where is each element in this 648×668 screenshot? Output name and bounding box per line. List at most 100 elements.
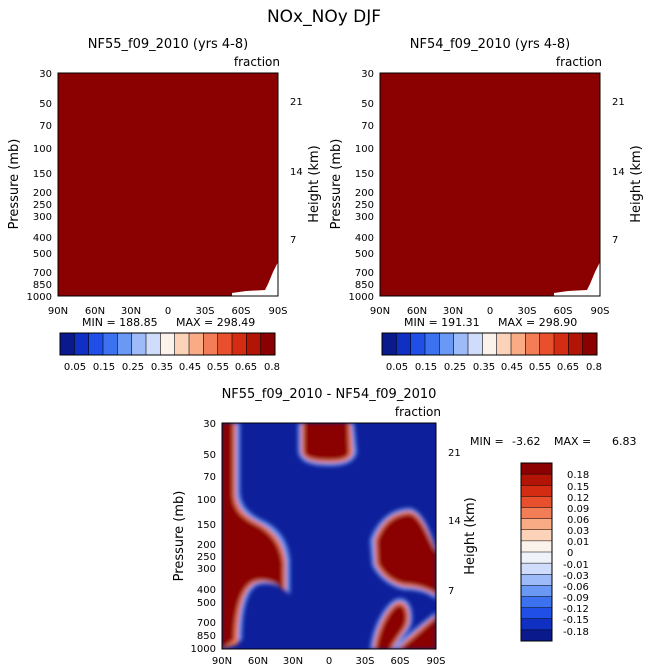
x-tick-label: 0 xyxy=(165,306,171,317)
right-ticks: 21 14 7 xyxy=(612,97,625,246)
y-tick-label: 200 xyxy=(197,540,216,551)
units-label: fraction xyxy=(556,55,602,69)
colorbar-tick-label: 0.65 xyxy=(235,362,257,373)
y-tick-label: 300 xyxy=(197,564,216,575)
colorbar-swatch xyxy=(382,333,397,355)
colorbar-horizontal xyxy=(381,332,598,356)
colorbar-tick-label: 0.05 xyxy=(64,362,86,373)
max-label: MAX = xyxy=(554,435,591,448)
y-tick-label: 50 xyxy=(361,99,374,110)
x-tick-label: 0 xyxy=(326,656,332,667)
missing-data-region xyxy=(232,262,278,296)
panel-title: NF55_f09_2010 - NF54_f09_2010 xyxy=(222,387,437,402)
y-tick-label: 500 xyxy=(197,598,216,609)
colorbar-swatch xyxy=(482,333,497,355)
colorbar-swatch xyxy=(88,333,104,355)
missing-data-region xyxy=(554,262,600,296)
region-high xyxy=(222,423,283,649)
y-tick-label: 50 xyxy=(39,99,52,110)
x-tick-label: 30S xyxy=(355,656,374,667)
x-ticks: 90N 60N 30N 0 30S 60S 90S xyxy=(48,306,288,317)
colorbar-tick-label: -0.09 xyxy=(563,593,589,604)
colorbar-swatch xyxy=(521,607,552,620)
y-tick-label: 100 xyxy=(355,144,374,155)
colorbar-swatch xyxy=(425,333,440,355)
y-tick-label: 850 xyxy=(355,280,374,291)
colorbar-tick-label: 0.25 xyxy=(122,362,144,373)
max-label: MAX = 298.90 xyxy=(498,316,577,329)
min-value: -3.62 xyxy=(512,435,540,448)
panel-title: NF54_f09_2010 (yrs 4-8) xyxy=(410,37,570,52)
max-value: 6.83 xyxy=(612,435,637,448)
figure-title: NOx_NOy DJF xyxy=(267,7,381,27)
colorbar-swatch xyxy=(246,333,261,355)
panel-title: NF55_f09_2010 (yrs 4-8) xyxy=(88,37,248,52)
plot-frame xyxy=(57,72,279,297)
y-tick-label: 400 xyxy=(355,233,374,244)
colorbar-tick-label: 0.15 xyxy=(567,482,589,493)
y-tick-label: 150 xyxy=(197,520,216,531)
colorbar-swatch xyxy=(217,333,233,355)
contour-field xyxy=(222,423,436,649)
x-tick-label: 60N xyxy=(248,656,268,667)
colorbar-tick-label: 0 xyxy=(567,548,573,559)
colorbar-tick-label: 0.18 xyxy=(567,470,589,481)
colorbar-tick-label: 0.06 xyxy=(567,515,589,526)
y-tick-label: 30 xyxy=(39,69,52,80)
height-axis-label: Height (km) xyxy=(629,145,644,222)
panel-difference: NF55_f09_2010 - NF54_f09_2010 fraction xyxy=(172,387,637,667)
colorbar-tick-label: 0.35 xyxy=(151,362,173,373)
colorbar-tick-label: 0.09 xyxy=(567,504,589,515)
y-tick-label: 250 xyxy=(33,200,52,211)
colorbar-swatch xyxy=(232,333,247,355)
x-tick-label: 90S xyxy=(426,656,445,667)
y-tick-label: 70 xyxy=(361,121,374,132)
y-tick-label: 150 xyxy=(355,169,374,180)
y-tick-label: 1000 xyxy=(349,292,374,303)
colorbar-tick-label: 0.55 xyxy=(529,362,551,373)
panel-nf54: NF54_f09_2010 (yrs 4-8) fraction 30 50 7… xyxy=(329,37,644,373)
colorbar-swatch xyxy=(117,333,132,355)
colorbar-tick-label: -0.01 xyxy=(563,560,589,571)
region-high xyxy=(400,618,436,649)
x-tick-label: 60S xyxy=(390,656,409,667)
y-ticks: 30 50 70 100 150 200 250 300 400 500 700… xyxy=(349,69,374,303)
colorbar-tick-label: 0.05 xyxy=(386,362,408,373)
colorbar-swatch xyxy=(521,540,552,553)
max-label: MAX = 298.49 xyxy=(176,316,255,329)
colorbar-swatch xyxy=(521,563,552,575)
colorbar-swatch xyxy=(103,333,118,355)
colorbar-swatch xyxy=(521,474,552,486)
y-ticks: 30 50 70 100 150 200 250 300 400 500 700… xyxy=(191,419,216,655)
x-tick-label: 30N xyxy=(121,306,141,317)
x-tick-label: 90N xyxy=(212,656,232,667)
colorbar-swatch xyxy=(582,333,598,355)
colorbar-swatch xyxy=(521,618,552,631)
y-tick-label: 100 xyxy=(33,144,52,155)
y-tick-label: 250 xyxy=(355,200,374,211)
colorbar-tick-label: 0.65 xyxy=(557,362,579,373)
height-axis-label: Height (km) xyxy=(463,497,478,574)
colorbar-swatch xyxy=(511,333,526,355)
y-axis-label: Pressure (mb) xyxy=(329,139,344,230)
colorbar-swatch xyxy=(160,333,175,355)
plot-frame xyxy=(221,422,437,650)
colorbar-swatch xyxy=(496,333,512,355)
field-fill xyxy=(58,73,278,296)
height-tick-label: 14 xyxy=(612,167,625,178)
colorbar-tick-label: 0.8 xyxy=(264,362,280,373)
colorbar-swatch xyxy=(521,507,552,519)
units-label: fraction xyxy=(395,405,441,419)
y-tick-label: 400 xyxy=(33,233,52,244)
y-axis-label: Pressure (mb) xyxy=(172,491,187,582)
min-label: MIN = 188.85 xyxy=(82,316,158,329)
y-tick-label: 400 xyxy=(197,585,216,596)
y-tick-label: 1000 xyxy=(191,644,216,655)
x-tick-label: 30S xyxy=(517,306,536,317)
y-tick-label: 700 xyxy=(33,268,52,279)
y-tick-label: 70 xyxy=(39,121,52,132)
colorbar-tick-label: 0.15 xyxy=(415,362,437,373)
y-tick-label: 850 xyxy=(197,631,216,642)
colorbar-tick-label: 0.03 xyxy=(567,526,589,537)
region-high xyxy=(376,604,407,649)
